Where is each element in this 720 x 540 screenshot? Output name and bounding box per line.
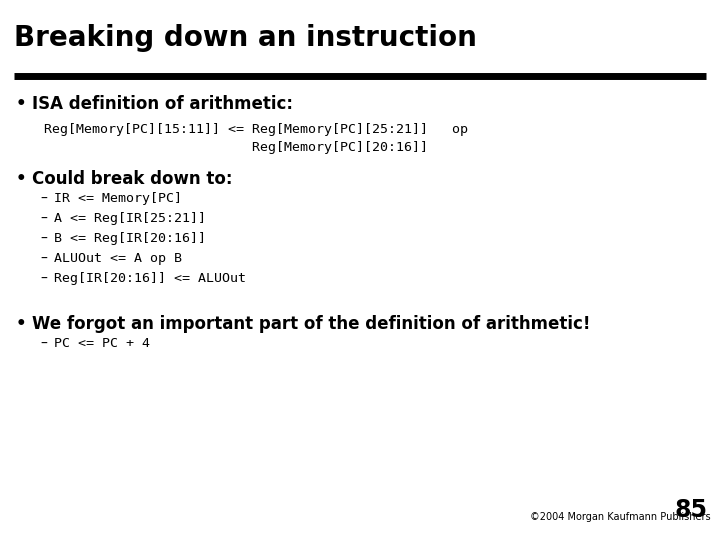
Text: A <= Reg[IR[25:21]]: A <= Reg[IR[25:21]] (54, 212, 206, 225)
Text: Reg[IR[20:16]] <= ALUOut: Reg[IR[20:16]] <= ALUOut (54, 272, 246, 285)
Text: B <= Reg[IR[20:16]]: B <= Reg[IR[20:16]] (54, 232, 206, 245)
Text: •: • (16, 315, 27, 333)
Text: ISA definition of arithmetic:: ISA definition of arithmetic: (32, 95, 293, 113)
Text: •: • (16, 95, 27, 113)
Text: –: – (40, 232, 47, 246)
Text: Could break down to:: Could break down to: (32, 170, 233, 188)
Text: –: – (40, 272, 47, 286)
Text: 85: 85 (674, 498, 707, 522)
Text: IR <= Memory[PC]: IR <= Memory[PC] (54, 192, 182, 205)
Text: –: – (40, 192, 47, 206)
Text: Breaking down an instruction: Breaking down an instruction (14, 24, 477, 52)
Text: PC <= PC + 4: PC <= PC + 4 (54, 337, 150, 350)
Text: ©2004 Morgan Kaufmann Publishers: ©2004 Morgan Kaufmann Publishers (530, 512, 711, 522)
Text: We forgot an important part of the definition of arithmetic!: We forgot an important part of the defin… (32, 315, 590, 333)
Text: Reg[Memory[PC][20:16]]: Reg[Memory[PC][20:16]] (44, 141, 428, 154)
Text: •: • (16, 170, 27, 188)
Text: –: – (40, 212, 47, 226)
Text: –: – (40, 337, 47, 351)
Text: –: – (40, 252, 47, 266)
Text: Reg[Memory[PC][15:11]] <= Reg[Memory[PC][25:21]]   op: Reg[Memory[PC][15:11]] <= Reg[Memory[PC]… (44, 123, 468, 136)
Text: ALUOut <= A op B: ALUOut <= A op B (54, 252, 182, 265)
